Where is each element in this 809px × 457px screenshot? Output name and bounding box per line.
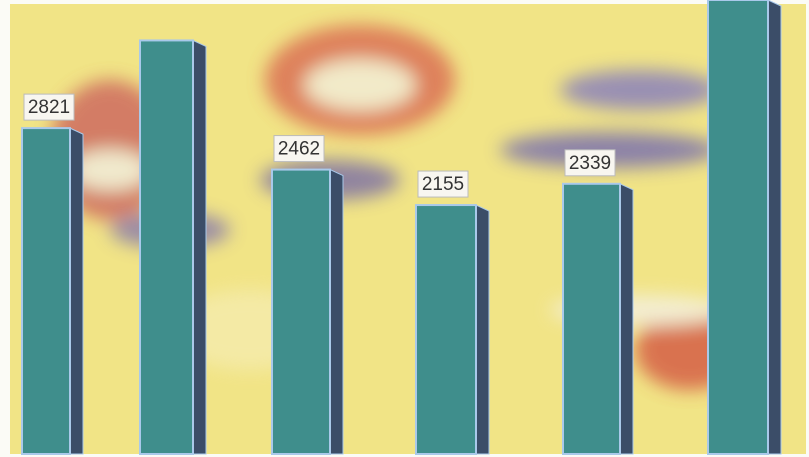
- bar: [139, 39, 194, 456]
- bar-side: [192, 39, 207, 455]
- value-label: 2462: [278, 139, 320, 160]
- bar-side: [767, 0, 782, 455]
- bar: [415, 204, 477, 455]
- value-label: 2155: [422, 174, 464, 195]
- value-label-box: [564, 149, 616, 177]
- value-label-box: [417, 170, 469, 198]
- blob: [560, 70, 720, 110]
- blob: [70, 150, 150, 190]
- value-label: 2339: [569, 153, 611, 174]
- bar: [21, 127, 71, 455]
- bar: [562, 182, 621, 455]
- value-label: 2821: [28, 97, 70, 118]
- bar-side: [329, 168, 344, 455]
- bar: [271, 168, 331, 455]
- value-label-box: [23, 93, 75, 121]
- bar-side: [475, 204, 490, 455]
- value-label-box: [273, 135, 325, 163]
- blob: [305, 60, 415, 110]
- bar: [707, 0, 769, 455]
- bar-side: [69, 127, 84, 455]
- bar-side: [619, 183, 634, 455]
